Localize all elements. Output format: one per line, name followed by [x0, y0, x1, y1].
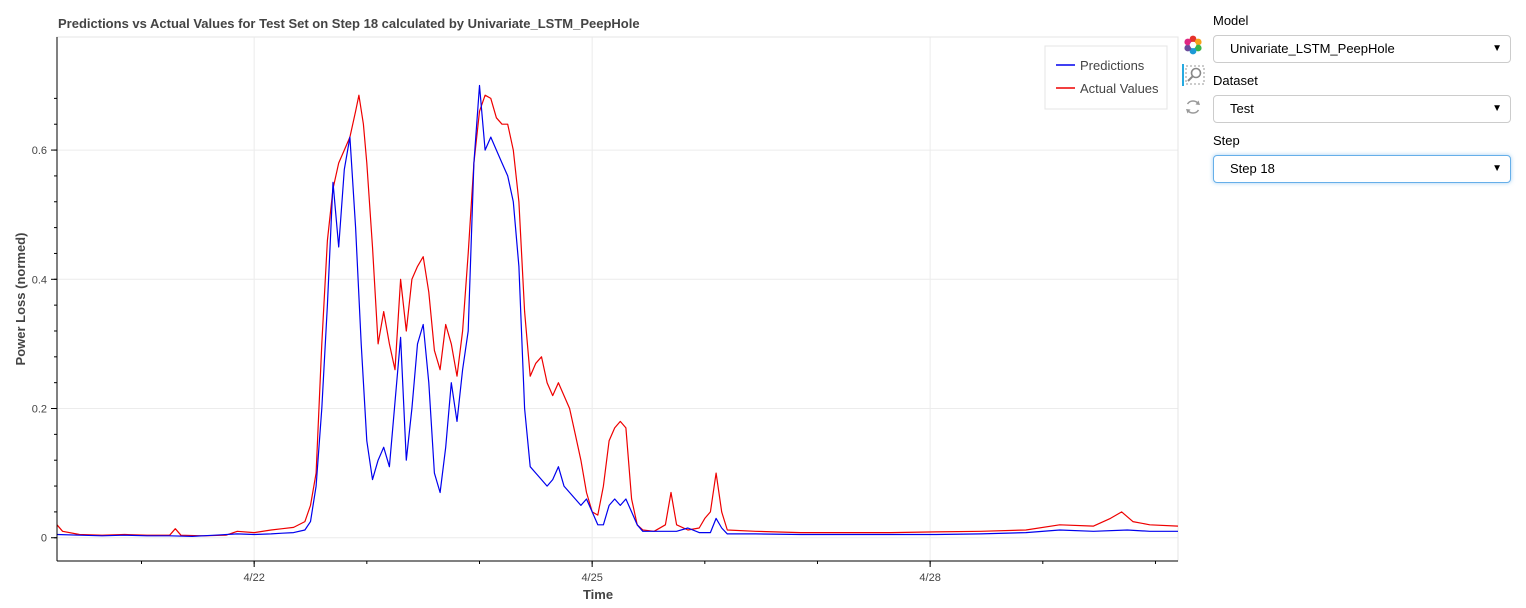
zoom-icon[interactable] [1182, 64, 1206, 86]
grid [57, 37, 1178, 561]
y-tick-label: 0.6 [32, 145, 47, 157]
step-widget: Step Step 18 ▼ [1213, 133, 1513, 183]
x-tick-label: 4/22 [243, 572, 264, 584]
y-tick-label: 0 [41, 533, 47, 545]
legend[interactable]: Predictions Actual Values [1044, 45, 1168, 110]
model-label: Model [1213, 13, 1249, 28]
step-label: Step [1213, 133, 1240, 148]
series-layer [56, 84, 1179, 538]
bokeh-logo-icon[interactable] [1182, 34, 1204, 56]
x-axis-label: Time [583, 587, 613, 602]
model-select-value: Univariate_LSTM_PeepHole [1230, 41, 1395, 56]
chevron-down-icon: ▼ [1492, 103, 1502, 114]
legend-box [1044, 45, 1168, 110]
chevron-down-icon: ▼ [1492, 43, 1502, 54]
legend-item-actual-values[interactable]: Actual Values [1080, 81, 1159, 96]
x-axis: 4/22 4/25 4/28 [140, 561, 1156, 584]
y-tick-label: 0.2 [32, 404, 47, 416]
y-axis: 0 0.2 0.4 0.6 [32, 97, 57, 545]
y-tick-label: 0.4 [32, 274, 47, 286]
model-select[interactable]: Univariate_LSTM_PeepHole ▼ [1213, 35, 1511, 63]
dataset-widget: Dataset Test ▼ [1213, 73, 1513, 123]
series-actual-values-line [56, 94, 1179, 537]
dataset-select-value: Test [1230, 101, 1254, 116]
chart-title: Predictions vs Actual Values for Test Se… [58, 16, 640, 31]
legend-item-predictions[interactable]: Predictions [1080, 58, 1145, 73]
series-predictions-line [56, 84, 1178, 538]
y-axis-label: Power Loss (normed) [13, 233, 28, 366]
chart[interactable]: Predictions vs Actual Values for Test Se… [0, 0, 1180, 608]
dataset-label: Dataset [1213, 73, 1258, 88]
x-tick-label: 4/28 [919, 572, 940, 584]
model-widget: Model Univariate_LSTM_PeepHole ▼ [1213, 13, 1513, 63]
x-tick-label: 4/25 [581, 572, 602, 584]
plot-frame [56, 36, 1179, 562]
reset-icon[interactable] [1182, 96, 1204, 118]
step-select[interactable]: Step 18 ▼ [1213, 155, 1511, 183]
chart-toolbar [1180, 32, 1206, 122]
chevron-down-icon: ▼ [1492, 163, 1502, 174]
dataset-select[interactable]: Test ▼ [1213, 95, 1511, 123]
step-select-value: Step 18 [1230, 161, 1275, 176]
